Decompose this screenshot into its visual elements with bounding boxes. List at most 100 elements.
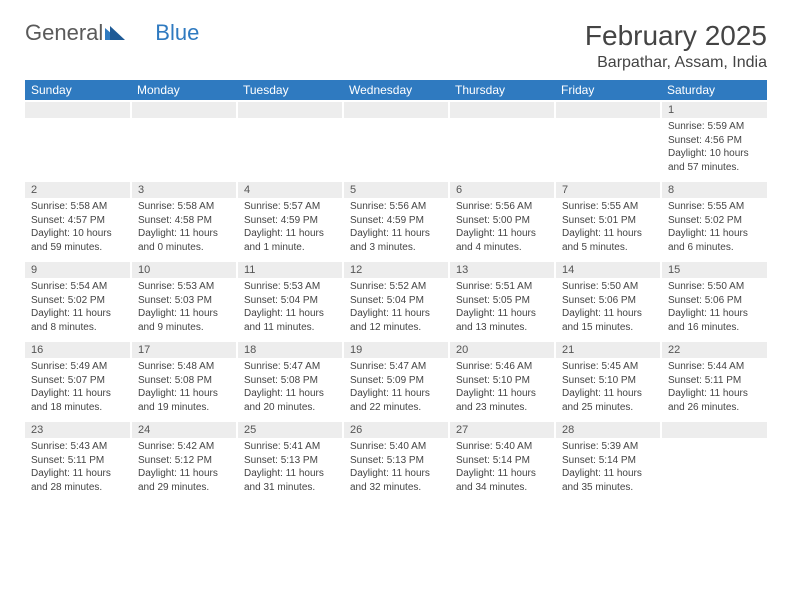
day-content-cell: Sunrise: 5:50 AMSunset: 5:06 PMDaylight:… (661, 278, 767, 341)
day-number-row: 16171819202122 (25, 341, 767, 358)
daylight-text: Daylight: 11 hours and 0 minutes. (138, 227, 230, 254)
weekday-header: Monday (131, 80, 237, 101)
sunset-text: Sunset: 5:02 PM (31, 294, 124, 308)
day-number-row: 232425262728 (25, 421, 767, 438)
day-number-row: 2345678 (25, 181, 767, 198)
sunset-text: Sunset: 5:04 PM (244, 294, 336, 308)
sunset-text: Sunset: 5:05 PM (456, 294, 548, 308)
daylight-text: Daylight: 11 hours and 8 minutes. (31, 307, 124, 334)
day-content-cell: Sunrise: 5:59 AMSunset: 4:56 PMDaylight:… (661, 118, 767, 181)
weekday-header: Saturday (661, 80, 767, 101)
day-number-cell (237, 101, 343, 118)
weekday-header: Friday (555, 80, 661, 101)
daylight-text: Daylight: 11 hours and 12 minutes. (350, 307, 442, 334)
day-number-cell: 27 (449, 421, 555, 438)
sunset-text: Sunset: 5:08 PM (138, 374, 230, 388)
header: General Blue February 2025 Barpathar, As… (25, 20, 767, 72)
sunrise-text: Sunrise: 5:53 AM (244, 280, 336, 294)
daylight-text: Daylight: 10 hours and 59 minutes. (31, 227, 124, 254)
daylight-text: Daylight: 11 hours and 20 minutes. (244, 387, 336, 414)
day-number-cell: 18 (237, 341, 343, 358)
sunrise-text: Sunrise: 5:50 AM (668, 280, 761, 294)
day-content-cell: Sunrise: 5:45 AMSunset: 5:10 PMDaylight:… (555, 358, 661, 421)
weekday-header: Thursday (449, 80, 555, 101)
daylight-text: Daylight: 11 hours and 29 minutes. (138, 467, 230, 494)
location: Barpathar, Assam, India (585, 54, 767, 72)
daylight-text: Daylight: 11 hours and 4 minutes. (456, 227, 548, 254)
daylight-text: Daylight: 11 hours and 1 minute. (244, 227, 336, 254)
day-content-cell (237, 118, 343, 181)
sunset-text: Sunset: 4:57 PM (31, 214, 124, 228)
sunset-text: Sunset: 5:00 PM (456, 214, 548, 228)
day-number-cell: 3 (131, 181, 237, 198)
day-number-cell: 1 (661, 101, 767, 118)
daylight-text: Daylight: 11 hours and 13 minutes. (456, 307, 548, 334)
sunrise-text: Sunrise: 5:52 AM (350, 280, 442, 294)
day-content-cell: Sunrise: 5:42 AMSunset: 5:12 PMDaylight:… (131, 438, 237, 500)
day-number-cell (555, 101, 661, 118)
day-number-cell: 22 (661, 341, 767, 358)
sunrise-text: Sunrise: 5:50 AM (562, 280, 654, 294)
logo-text-blue: Blue (155, 20, 199, 46)
day-number-cell: 12 (343, 261, 449, 278)
day-number-cell: 8 (661, 181, 767, 198)
day-number-cell: 19 (343, 341, 449, 358)
sunrise-text: Sunrise: 5:55 AM (562, 200, 654, 214)
sunset-text: Sunset: 4:59 PM (244, 214, 336, 228)
day-content-cell: Sunrise: 5:57 AMSunset: 4:59 PMDaylight:… (237, 198, 343, 261)
sunset-text: Sunset: 4:58 PM (138, 214, 230, 228)
sunrise-text: Sunrise: 5:58 AM (138, 200, 230, 214)
day-number-cell: 6 (449, 181, 555, 198)
day-number-cell: 20 (449, 341, 555, 358)
day-number-cell: 11 (237, 261, 343, 278)
sunset-text: Sunset: 5:01 PM (562, 214, 654, 228)
day-number-cell: 28 (555, 421, 661, 438)
day-content-cell (449, 118, 555, 181)
daylight-text: Daylight: 10 hours and 57 minutes. (668, 147, 761, 174)
day-number-row: 1 (25, 101, 767, 118)
sunset-text: Sunset: 5:02 PM (668, 214, 761, 228)
sunrise-text: Sunrise: 5:48 AM (138, 360, 230, 374)
logo-text-general: General (25, 20, 103, 46)
day-content-cell: Sunrise: 5:40 AMSunset: 5:13 PMDaylight:… (343, 438, 449, 500)
day-number-cell: 23 (25, 421, 131, 438)
day-content-cell (661, 438, 767, 500)
daylight-text: Daylight: 11 hours and 3 minutes. (350, 227, 442, 254)
day-number-row: 9101112131415 (25, 261, 767, 278)
day-content-cell: Sunrise: 5:47 AMSunset: 5:09 PMDaylight:… (343, 358, 449, 421)
day-content-cell: Sunrise: 5:55 AMSunset: 5:02 PMDaylight:… (661, 198, 767, 261)
sunrise-text: Sunrise: 5:44 AM (668, 360, 761, 374)
sunrise-text: Sunrise: 5:46 AM (456, 360, 548, 374)
sunset-text: Sunset: 5:08 PM (244, 374, 336, 388)
weekday-header: Tuesday (237, 80, 343, 101)
day-content-cell: Sunrise: 5:46 AMSunset: 5:10 PMDaylight:… (449, 358, 555, 421)
day-number-cell (25, 101, 131, 118)
sunrise-text: Sunrise: 5:59 AM (668, 120, 761, 134)
daylight-text: Daylight: 11 hours and 22 minutes. (350, 387, 442, 414)
daylight-text: Daylight: 11 hours and 31 minutes. (244, 467, 336, 494)
sunrise-text: Sunrise: 5:47 AM (350, 360, 442, 374)
day-content-cell (343, 118, 449, 181)
sunset-text: Sunset: 5:14 PM (562, 454, 654, 468)
day-content-cell (555, 118, 661, 181)
sunset-text: Sunset: 5:12 PM (138, 454, 230, 468)
day-number-cell: 17 (131, 341, 237, 358)
logo-triangle-icon (105, 20, 127, 46)
sunrise-text: Sunrise: 5:40 AM (456, 440, 548, 454)
day-number-cell: 21 (555, 341, 661, 358)
day-content-cell: Sunrise: 5:54 AMSunset: 5:02 PMDaylight:… (25, 278, 131, 341)
sunset-text: Sunset: 5:06 PM (668, 294, 761, 308)
day-number-cell: 15 (661, 261, 767, 278)
day-content-cell: Sunrise: 5:48 AMSunset: 5:08 PMDaylight:… (131, 358, 237, 421)
sunrise-text: Sunrise: 5:56 AM (456, 200, 548, 214)
daylight-text: Daylight: 11 hours and 35 minutes. (562, 467, 654, 494)
day-content-cell: Sunrise: 5:56 AMSunset: 5:00 PMDaylight:… (449, 198, 555, 261)
sunrise-text: Sunrise: 5:51 AM (456, 280, 548, 294)
day-content-cell (25, 118, 131, 181)
sunset-text: Sunset: 5:10 PM (456, 374, 548, 388)
sunrise-text: Sunrise: 5:45 AM (562, 360, 654, 374)
day-content-cell: Sunrise: 5:43 AMSunset: 5:11 PMDaylight:… (25, 438, 131, 500)
daylight-text: Daylight: 11 hours and 5 minutes. (562, 227, 654, 254)
sunset-text: Sunset: 5:11 PM (31, 454, 124, 468)
day-content-cell: Sunrise: 5:58 AMSunset: 4:57 PMDaylight:… (25, 198, 131, 261)
